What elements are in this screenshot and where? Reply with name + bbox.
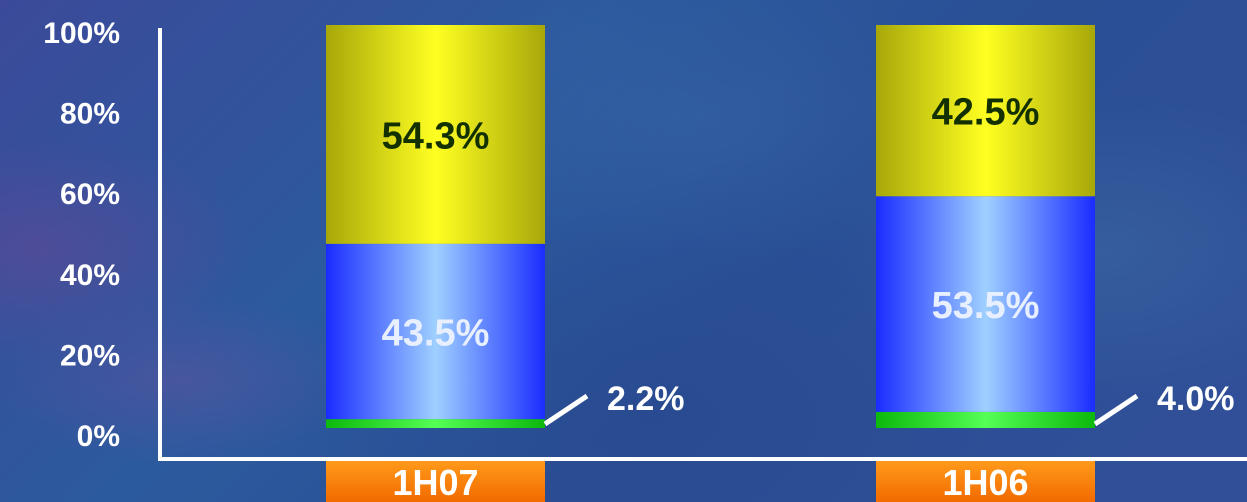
category-labels: 1H07 1H06 — [326, 461, 1095, 502]
segment-labels: 43.5% 54.3% 53.5% 42.5% — [382, 92, 1040, 355]
data-label: 42.5% — [932, 92, 1040, 134]
callouts: 2.2% 4.0% — [543, 380, 1235, 427]
category-label-box — [326, 461, 545, 502]
category-label-text: 1H06 — [942, 462, 1028, 502]
y-tick-label: 60% — [60, 178, 120, 211]
y-tick-label: 0% — [77, 420, 120, 453]
data-label: 4.0% — [1157, 380, 1235, 418]
data-label: 54.3% — [382, 115, 490, 157]
callout-leader-line — [543, 393, 589, 427]
category-label: 1H07 — [326, 461, 545, 502]
y-tick-label: 40% — [60, 259, 120, 292]
category-label: 1H06 — [876, 461, 1095, 502]
data-label: 2.2% — [607, 380, 685, 418]
bar-segment — [876, 25, 1095, 197]
data-label: 43.5% — [382, 312, 490, 354]
y-axis-tick-labels: 0% 20% 40% 60% 80% 100% — [43, 17, 120, 453]
category-label-text: 1H07 — [392, 462, 478, 502]
y-tick-label: 20% — [60, 339, 120, 372]
bars — [326, 25, 1095, 428]
callout-leader-line — [1093, 393, 1139, 427]
y-tick-label: 100% — [43, 17, 120, 50]
category-label-box — [876, 461, 1095, 502]
bar-segment — [326, 25, 545, 244]
data-label: 53.5% — [932, 285, 1040, 327]
bar-segment — [876, 411, 1095, 428]
bar-segment — [326, 243, 545, 420]
y-tick-label: 80% — [60, 98, 120, 131]
bar-segment — [326, 419, 545, 428]
bar-segment — [876, 196, 1095, 412]
